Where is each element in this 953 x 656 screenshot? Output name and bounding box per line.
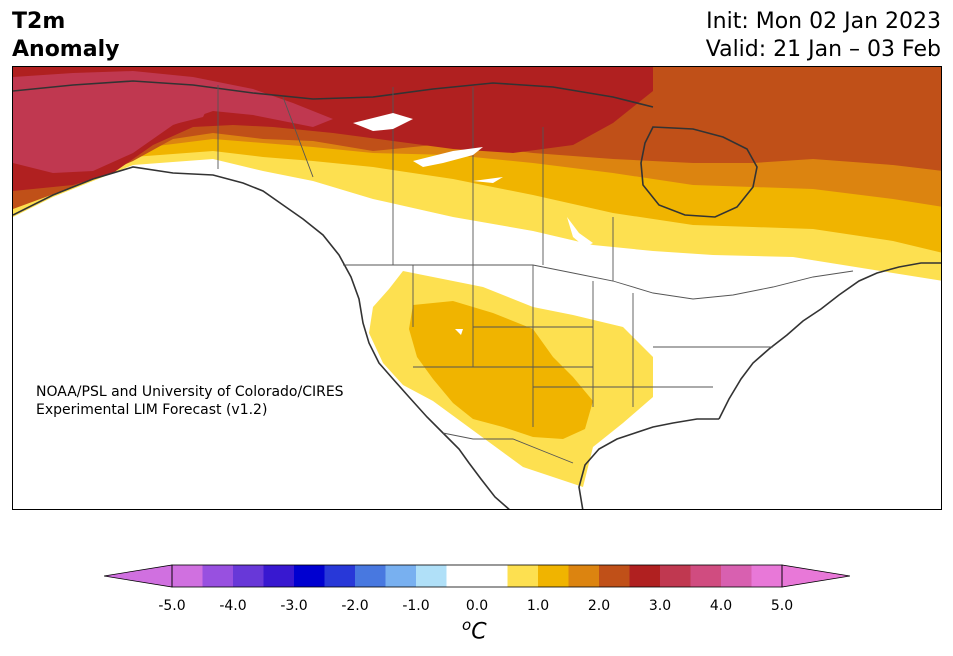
forecast-dates: Init: Mon 02 Jan 2023 Valid: 21 Jan – 03… xyxy=(706,8,941,64)
colorbar-tick-label: -2.0 xyxy=(341,598,369,614)
colorbar-tick-label: 0.0 xyxy=(465,598,489,614)
colorbar-outline xyxy=(171,564,783,588)
colorbar-cell xyxy=(416,565,447,587)
band-southwest-2c xyxy=(409,301,593,439)
colorbar-cell xyxy=(385,565,417,587)
colorbar xyxy=(104,564,850,588)
province-lines xyxy=(282,87,614,281)
colorbar-tick-label: 2.0 xyxy=(587,598,611,614)
colorbar-cell xyxy=(263,565,295,587)
colorbar-cell xyxy=(202,565,234,587)
colorbar-cell xyxy=(355,565,386,587)
colorbar-cell xyxy=(172,565,203,587)
colorbar-tick-label: -4.0 xyxy=(219,598,247,614)
colorbar-tick-label: 3.0 xyxy=(648,598,672,614)
colorbar-cell xyxy=(294,565,325,587)
colorbar-cell xyxy=(629,565,661,587)
colorbar-unit: oC xyxy=(462,616,487,644)
great-salt-lake xyxy=(455,329,463,335)
init-date: Init: Mon 02 Jan 2023 xyxy=(706,9,941,34)
hudson-bay-outline xyxy=(640,126,758,218)
colorbar-cell xyxy=(507,565,539,587)
colorbar-tick-label: 4.0 xyxy=(709,598,733,614)
arctic-coast-outline xyxy=(13,80,654,108)
lake-athabasca xyxy=(473,177,503,183)
title-line-1: T2m xyxy=(12,9,66,34)
land-outlines xyxy=(13,80,941,509)
colorbar-cell xyxy=(751,565,783,587)
colorbar-cells xyxy=(172,565,783,587)
credit-line-2: Experimental LIM Forecast (v1.2) xyxy=(36,402,268,418)
map-title: T2m Anomaly xyxy=(12,8,119,64)
title-line-2: Anomaly xyxy=(12,37,120,62)
colorbar-tick-label: -1.0 xyxy=(402,598,430,614)
canada-us-border xyxy=(343,264,854,300)
colorbar-over-arrow xyxy=(781,564,850,588)
colorbar-tick-label: 5.0 xyxy=(770,598,794,614)
colorbar-cell xyxy=(477,565,508,587)
colorbar-cell xyxy=(690,565,722,587)
band-alaska-ridge xyxy=(13,81,213,137)
colorbar-tick-label: 1.0 xyxy=(526,598,550,614)
great-bear-lake xyxy=(353,113,413,131)
colorbar-tick-label: -5.0 xyxy=(158,598,186,614)
political-borders xyxy=(217,85,854,464)
anomaly-map xyxy=(12,66,942,510)
map-canvas xyxy=(13,67,941,509)
colorbar-cell xyxy=(599,565,630,587)
lake-winnipeg xyxy=(567,217,593,247)
lakes xyxy=(353,113,593,335)
colorbar-under-arrow xyxy=(104,564,173,588)
valid-dates: Valid: 21 Jan – 03 Feb xyxy=(705,37,941,62)
gulf-coast-outline xyxy=(578,418,719,509)
colorbar-tick-label: -3.0 xyxy=(280,598,308,614)
east-coast-outline xyxy=(718,262,941,420)
colorbar-cell xyxy=(324,565,356,587)
colorbar-cell xyxy=(660,565,691,587)
unit-degree: o xyxy=(462,616,472,634)
unit-celsius: C xyxy=(471,619,487,645)
colorbar-cell xyxy=(446,565,478,587)
credit-line-1: NOAA/PSL and University of Colorado/CIRE… xyxy=(36,384,344,400)
us-mexico-border xyxy=(442,432,574,464)
anomaly-shading xyxy=(13,67,941,487)
colorbar-cell xyxy=(538,565,569,587)
state-lines xyxy=(412,265,773,427)
colorbar-cell xyxy=(568,565,600,587)
colorbar-cell xyxy=(233,565,264,587)
west-coast-outline xyxy=(13,166,510,509)
colorbar-cell xyxy=(721,565,752,587)
great-slave-lake xyxy=(413,147,483,167)
